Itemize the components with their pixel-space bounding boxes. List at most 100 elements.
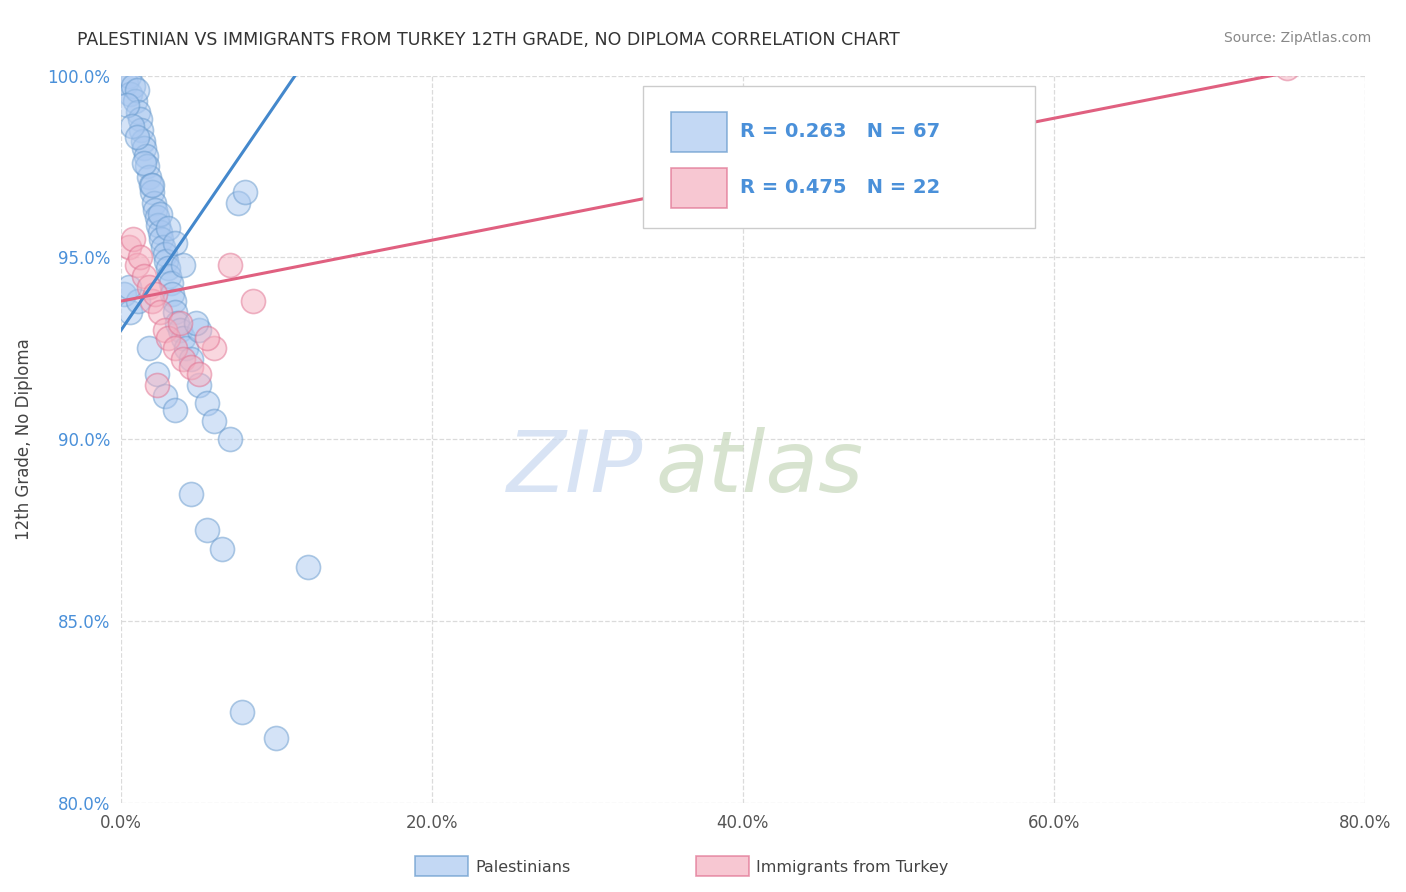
Point (143, 286, 166, 301)
Point (169, 323, 191, 337)
Point (120, 87, 142, 101)
Point (112, 286, 135, 301)
Point (128, 251, 150, 265)
Point (156, 330, 179, 344)
Y-axis label: 12th Grade, No Diploma: 12th Grade, No Diploma (15, 339, 32, 541)
Point (153, 389, 176, 403)
Point (125, 130, 148, 145)
Point (153, 247, 176, 261)
Point (162, 286, 184, 301)
Point (120, 305, 142, 319)
Point (266, 731, 288, 745)
Point (297, 559, 319, 574)
Point (187, 377, 209, 392)
Point (169, 316, 191, 330)
Point (148, 218, 170, 232)
Point (231, 706, 253, 720)
Point (195, 396, 218, 410)
Point (165, 403, 187, 417)
Point (176, 342, 198, 356)
Point (187, 367, 209, 381)
Text: R = 0.263   N = 67: R = 0.263 N = 67 (741, 122, 941, 141)
Point (142, 195, 165, 210)
Point (121, 120, 143, 134)
Point (180, 352, 202, 367)
Point (202, 414, 225, 428)
Point (125, 258, 148, 272)
Point (155, 254, 177, 268)
Point (134, 268, 156, 283)
Point (138, 170, 160, 185)
Point (118, 69, 141, 83)
Point (124, 94, 146, 108)
Point (156, 261, 179, 276)
Point (118, 239, 141, 253)
Point (122, 79, 145, 94)
Point (145, 377, 167, 392)
Point (159, 276, 181, 290)
Point (218, 258, 240, 272)
Point (172, 352, 194, 367)
Text: Immigrants from Turkey: Immigrants from Turkey (756, 860, 949, 874)
Point (125, 83, 148, 97)
FancyBboxPatch shape (671, 112, 727, 152)
Point (1275, 62, 1298, 76)
Point (195, 330, 218, 344)
Text: PALESTINIAN VS IMMIGRANTS FROM TURKEY 12TH GRADE, NO DIPLOMA CORRELATION CHART: PALESTINIAN VS IMMIGRANTS FROM TURKEY 12… (77, 31, 900, 49)
Point (226, 195, 249, 210)
Text: atlas: atlas (655, 427, 863, 510)
FancyBboxPatch shape (644, 87, 1035, 228)
FancyBboxPatch shape (671, 168, 727, 208)
Text: Palestinians: Palestinians (475, 860, 571, 874)
Text: Source: ZipAtlas.com: Source: ZipAtlas.com (1223, 31, 1371, 45)
Point (143, 203, 166, 218)
Point (166, 316, 188, 330)
Point (139, 178, 162, 192)
Point (180, 359, 202, 374)
Point (156, 221, 179, 235)
Point (128, 112, 150, 127)
Point (195, 524, 218, 538)
Point (165, 305, 187, 319)
Point (152, 239, 174, 253)
Point (235, 185, 257, 199)
Text: R = 0.475   N = 22: R = 0.475 N = 22 (741, 178, 941, 197)
Point (163, 294, 186, 309)
Point (138, 279, 160, 293)
Point (165, 342, 187, 356)
Point (145, 211, 167, 225)
Point (184, 316, 207, 330)
Point (149, 207, 172, 221)
Point (150, 232, 173, 246)
Point (115, 97, 138, 112)
Point (138, 342, 160, 356)
Point (149, 225, 172, 239)
Point (172, 330, 194, 344)
Point (218, 433, 240, 447)
Point (114, 76, 136, 90)
Point (157, 268, 180, 283)
Point (153, 323, 176, 337)
Point (141, 294, 163, 309)
Point (149, 305, 172, 319)
Point (242, 294, 264, 309)
Point (129, 123, 152, 137)
Point (118, 279, 141, 293)
Point (135, 148, 157, 162)
Point (165, 235, 187, 250)
Point (180, 487, 202, 501)
Point (134, 141, 156, 155)
Point (132, 134, 155, 148)
Point (187, 323, 209, 337)
Point (141, 185, 163, 199)
Point (211, 541, 233, 556)
Point (136, 160, 159, 174)
Point (172, 258, 194, 272)
Point (141, 178, 163, 192)
Point (122, 232, 145, 246)
Point (145, 367, 167, 381)
Point (127, 294, 149, 309)
Point (127, 104, 149, 119)
Point (202, 342, 225, 356)
Text: ZIP: ZIP (508, 427, 644, 510)
